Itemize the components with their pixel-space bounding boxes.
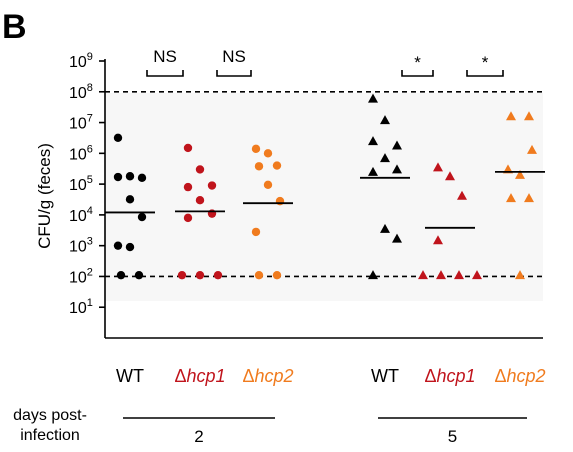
data-point bbox=[392, 164, 402, 174]
data-point bbox=[251, 144, 261, 154]
footer-label-line1: days post- bbox=[13, 407, 87, 424]
y-tick-label: 109 bbox=[69, 51, 93, 71]
x-category-labels: WT Δhcp1 Δhcp2 WT Δhcp1 Δhcp2 bbox=[116, 366, 546, 386]
y-tick-label: 105 bbox=[69, 174, 93, 194]
data-point bbox=[368, 166, 378, 176]
data-point bbox=[113, 133, 123, 142]
y-tick-label: 106 bbox=[69, 143, 93, 163]
data-point bbox=[137, 212, 147, 222]
footer-label-line2: infection bbox=[20, 427, 80, 444]
data-point bbox=[183, 213, 193, 223]
day-group-label: 5 bbox=[448, 427, 457, 446]
data-point bbox=[380, 153, 390, 163]
data-point bbox=[195, 165, 205, 174]
significance-label: * bbox=[482, 53, 489, 72]
data-point bbox=[515, 169, 525, 179]
data-point bbox=[254, 270, 264, 280]
significance-bracket bbox=[466, 70, 504, 77]
data-point bbox=[195, 196, 205, 205]
significance-label: NS bbox=[153, 47, 177, 66]
data-point bbox=[433, 162, 443, 172]
significance-bracket bbox=[146, 70, 184, 77]
y-tick-label: 102 bbox=[69, 266, 93, 286]
data-point bbox=[445, 171, 455, 181]
y-tick-label: 104 bbox=[69, 205, 93, 225]
y-tick-label: 103 bbox=[69, 236, 93, 256]
data-point bbox=[183, 143, 193, 153]
data-point bbox=[527, 144, 537, 154]
significance-bracket bbox=[401, 70, 434, 77]
data-point bbox=[183, 182, 193, 192]
data-point bbox=[454, 270, 464, 280]
x-category-label: Δhcp1 bbox=[174, 366, 225, 386]
data-point bbox=[524, 193, 534, 203]
data-point bbox=[433, 235, 443, 245]
data-point bbox=[436, 270, 446, 280]
day-groups: days post- infection 2 5 bbox=[13, 407, 527, 446]
data-point bbox=[272, 161, 282, 170]
data-point bbox=[472, 270, 482, 280]
data-point bbox=[506, 193, 516, 203]
data-point bbox=[418, 270, 428, 280]
data-point bbox=[392, 140, 402, 150]
plot-background bbox=[105, 93, 543, 301]
data-point bbox=[368, 93, 378, 103]
data-point bbox=[380, 115, 390, 125]
data-point bbox=[380, 223, 390, 233]
data-point bbox=[272, 270, 282, 280]
x-category-label: Δhcp2 bbox=[242, 366, 293, 386]
data-point bbox=[125, 195, 135, 204]
significance-label: NS bbox=[222, 47, 246, 66]
data-point bbox=[177, 270, 187, 280]
y-tick-label: 101 bbox=[69, 297, 93, 317]
data-point bbox=[116, 270, 126, 280]
significance-brackets: NS NS * * bbox=[146, 47, 504, 77]
data-point bbox=[506, 111, 516, 121]
data-point bbox=[125, 242, 135, 252]
data-point bbox=[113, 172, 123, 182]
y-axis-label: CFU/g (feces) bbox=[35, 143, 54, 249]
x-category-label: Δhcp1 bbox=[424, 366, 475, 386]
data-points bbox=[113, 93, 537, 280]
data-point bbox=[368, 270, 378, 280]
y-tick-label: 108 bbox=[69, 82, 93, 102]
data-point bbox=[113, 241, 123, 250]
significance-label: * bbox=[414, 53, 421, 72]
data-point bbox=[251, 227, 261, 237]
median-lines bbox=[105, 170, 545, 229]
day-group-label: 2 bbox=[194, 427, 203, 446]
plot-area bbox=[105, 93, 543, 301]
x-category-label: WT bbox=[116, 366, 144, 386]
data-point bbox=[207, 181, 217, 190]
data-point bbox=[213, 270, 223, 280]
data-point bbox=[137, 173, 147, 183]
data-point bbox=[392, 233, 402, 243]
y-tick-label: 107 bbox=[69, 113, 93, 133]
data-point bbox=[195, 270, 205, 280]
data-point bbox=[125, 172, 135, 181]
data-point bbox=[457, 190, 467, 200]
data-point bbox=[254, 162, 264, 171]
data-point bbox=[368, 136, 378, 146]
x-category-label: WT bbox=[371, 366, 399, 386]
x-category-label: Δhcp2 bbox=[494, 366, 545, 386]
significance-bracket bbox=[216, 70, 252, 77]
data-point bbox=[134, 270, 144, 280]
data-point bbox=[263, 149, 273, 158]
data-point bbox=[263, 180, 273, 189]
panel-letter: B bbox=[2, 8, 27, 46]
data-point bbox=[515, 270, 525, 280]
data-point bbox=[524, 111, 534, 121]
